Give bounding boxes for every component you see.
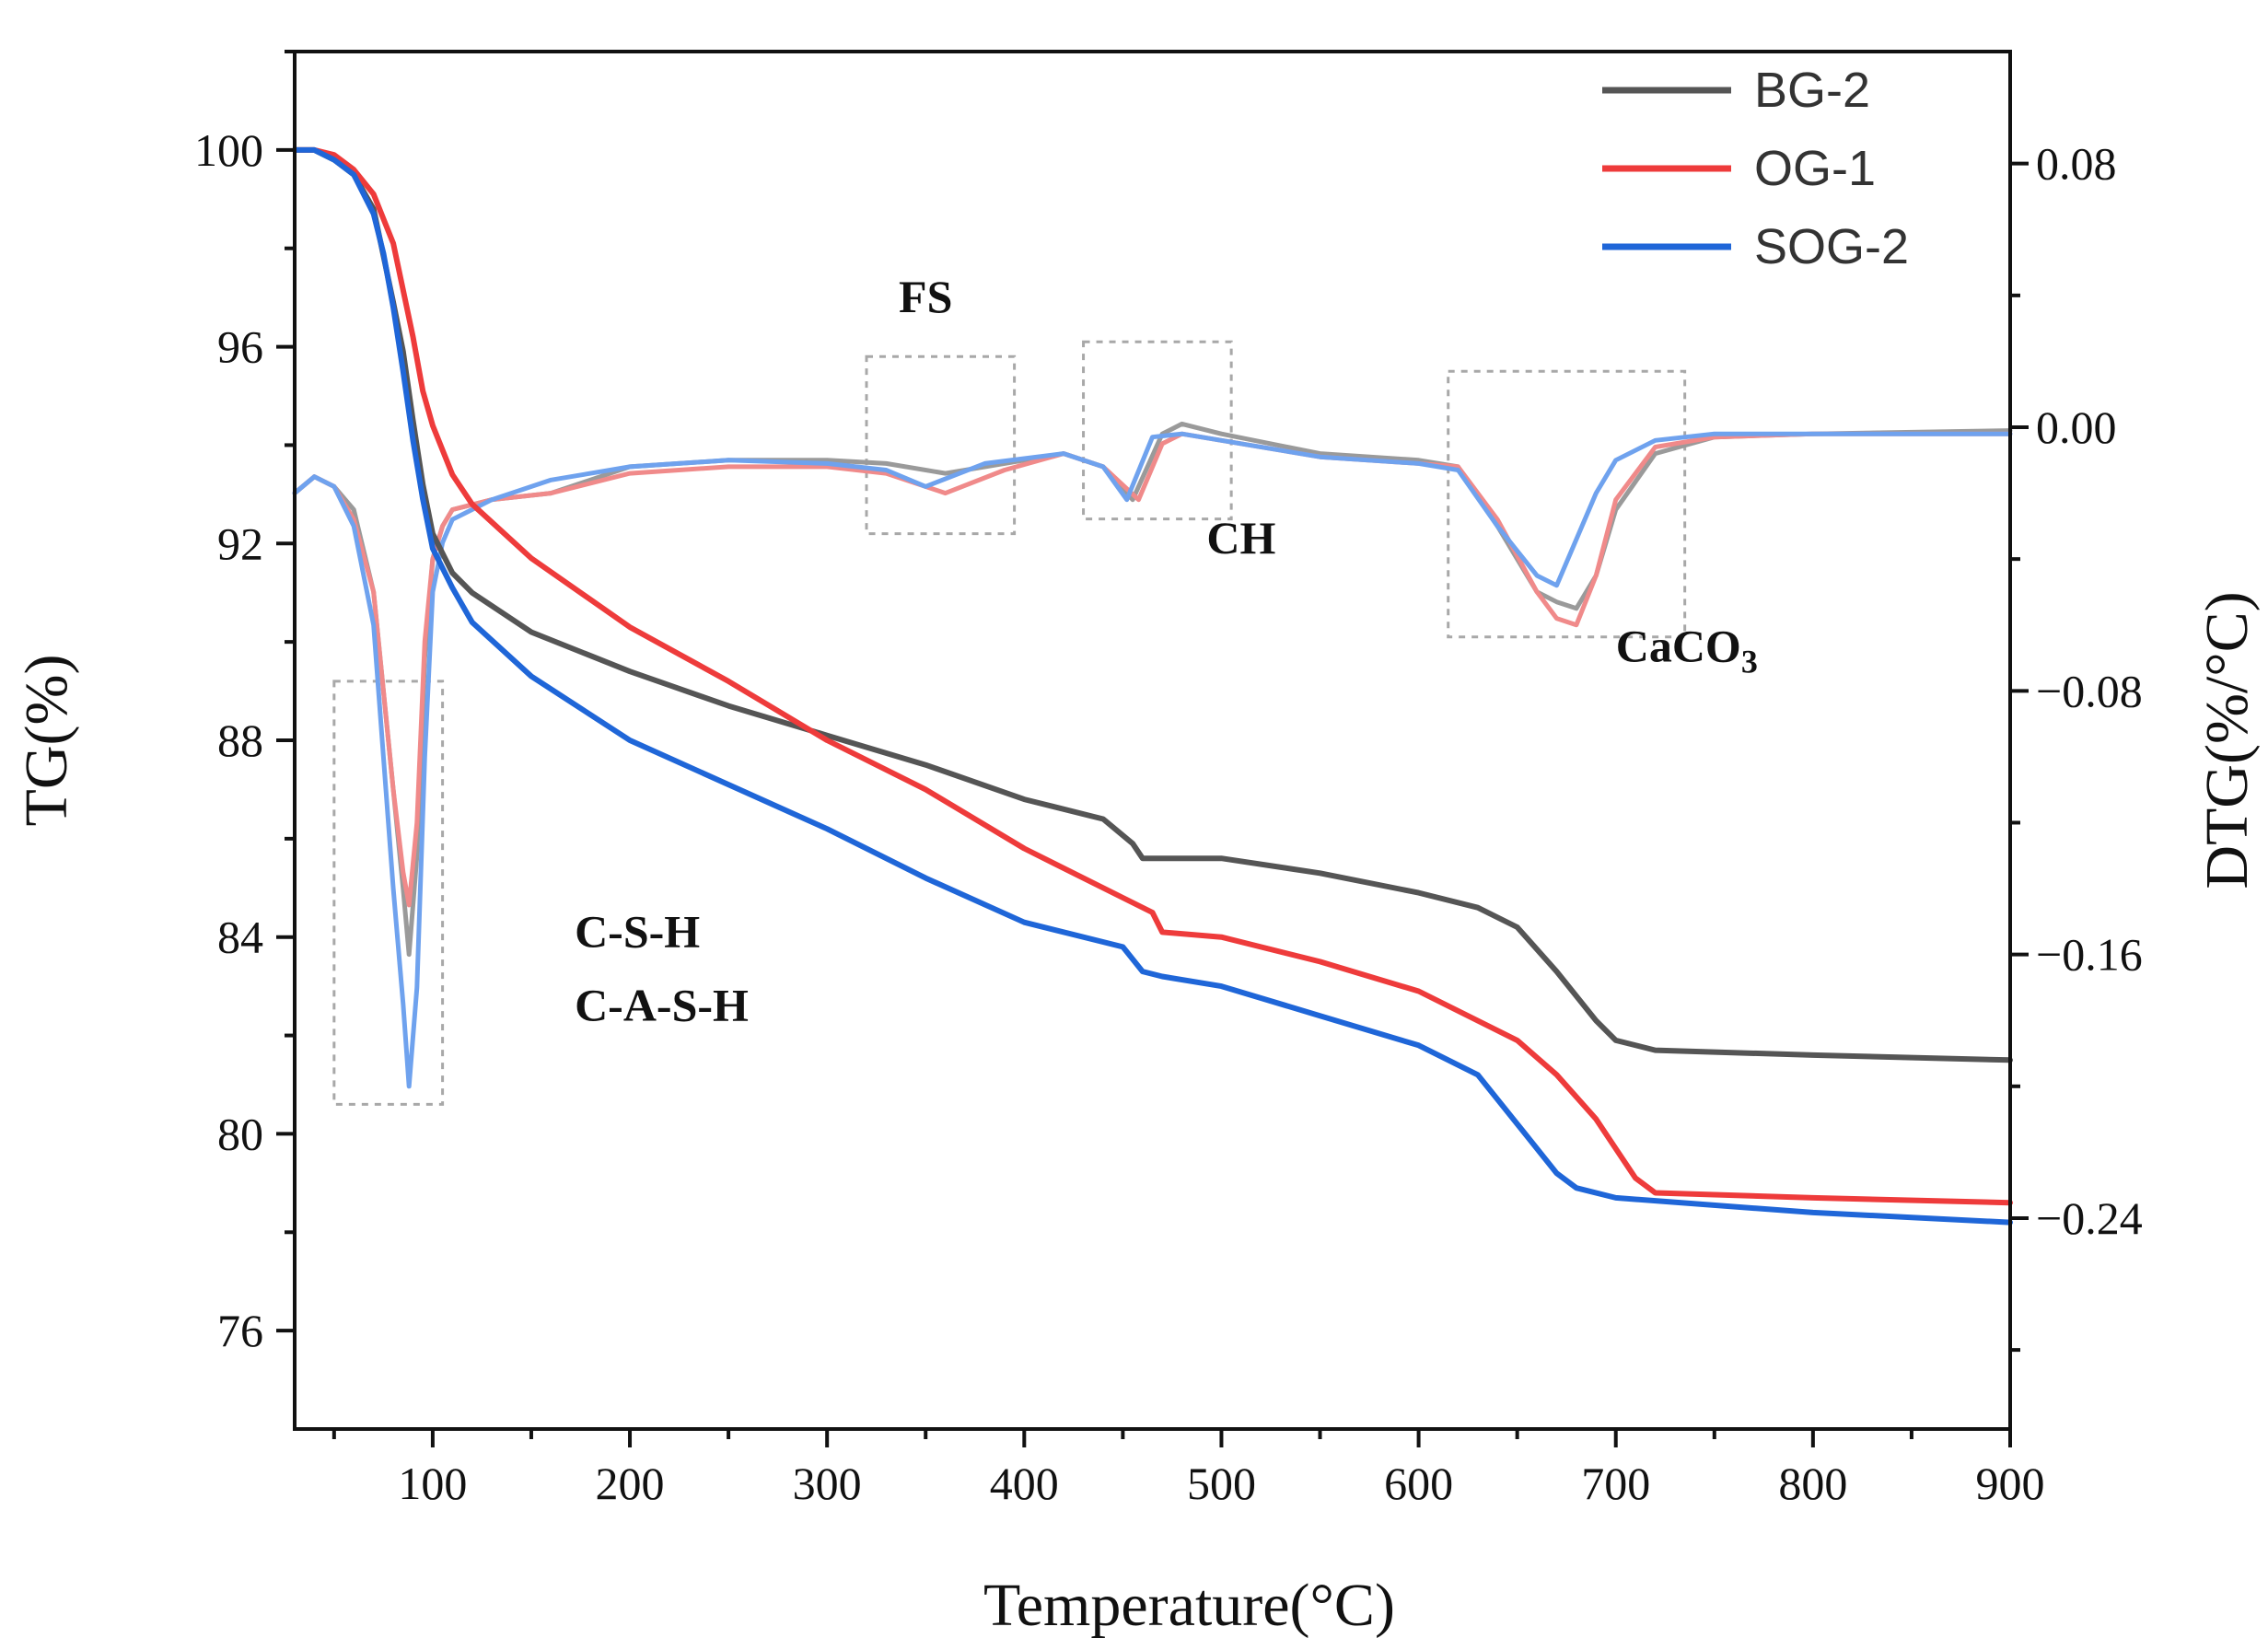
x-axis-title: Temperature(°C): [983, 1572, 1395, 1639]
annotation-ch: CH: [1206, 512, 1275, 564]
legend: BG-2 OG-1 SOG-2: [1602, 63, 1909, 274]
annotation-fs: FS: [899, 271, 952, 322]
annotations: FS CH C-S-H C-A-S-H: [575, 271, 1275, 1030]
x-tick-label-400: 400: [990, 1458, 1059, 1509]
y-right-tick-label-0: 0.08: [2036, 138, 2117, 190]
series-tg-og-1: [292, 146, 2013, 1206]
y-left-tick-label-80: 80: [217, 1108, 263, 1159]
series-tg-bg-2: [292, 146, 2013, 1063]
y-right-tick-label-4: −0.24: [2036, 1192, 2143, 1244]
y-left-tick-label-92: 92: [217, 517, 263, 569]
x-tick-label-600: 600: [1384, 1458, 1453, 1509]
highlight-box-3: [1447, 369, 1687, 639]
y-axis-right-title: DTG(%/°C): [2193, 591, 2261, 889]
x-tick-label-100: 100: [398, 1458, 467, 1509]
x-tick-label-200: 200: [596, 1458, 665, 1509]
legend-label-bg-2: BG-2: [1754, 63, 1870, 118]
annotation-caco3-main: CaCO: [1616, 621, 1741, 672]
y-right-tick-label-1: 0.00: [2036, 401, 2117, 453]
x-tick-label-800: 800: [1778, 1458, 1847, 1509]
y-right-tick-label-3: −0.16: [2036, 929, 2143, 981]
x-tick-label-700: 700: [1581, 1458, 1650, 1509]
y-right-tick-label-2: −0.08: [2036, 665, 2143, 716]
annotation-caco3: CaCO3: [1616, 621, 1758, 680]
y-left-tick-label-84: 84: [217, 912, 263, 963]
legend-label-sog-2: SOG-2: [1754, 219, 1909, 274]
x-tick-label-300: 300: [793, 1458, 862, 1509]
y-left-tick-label-88: 88: [217, 715, 263, 766]
y-axis-left-title: TG(%): [13, 655, 80, 827]
highlight-box-0: [332, 680, 445, 1106]
highlight-box-2: [1082, 340, 1233, 521]
y-left-tick-label-76: 76: [217, 1305, 263, 1356]
axis-ticks: [276, 50, 2029, 1447]
x-tick-label-900: 900: [1976, 1458, 2045, 1509]
highlight-box-1: [865, 354, 1017, 536]
series-tg-sog-2: [292, 146, 2013, 1226]
annotation-c-a-s-h: C-A-S-H: [575, 980, 749, 1031]
series-dtg-og-1: [292, 431, 2013, 908]
legend-label-og-1: OG-1: [1754, 141, 1876, 196]
highlight-boxes: [332, 340, 1687, 1106]
series-lines: [292, 146, 2013, 1226]
series-dtg-sog-2: [292, 431, 2013, 1089]
annotation-caco3-subscript: 3: [1741, 644, 1758, 680]
tick-labels: 100 200 300 400 500 600 700 800 900 76 80 84 88 92 96 1…: [194, 124, 2143, 1509]
annotation-c-s-h: C-S-H: [575, 905, 700, 957]
x-tick-label-500: 500: [1187, 1458, 1256, 1509]
y-left-tick-label-100: 100: [194, 124, 263, 176]
plot-frame: [293, 50, 2012, 1431]
y-left-tick-label-96: 96: [217, 321, 263, 373]
